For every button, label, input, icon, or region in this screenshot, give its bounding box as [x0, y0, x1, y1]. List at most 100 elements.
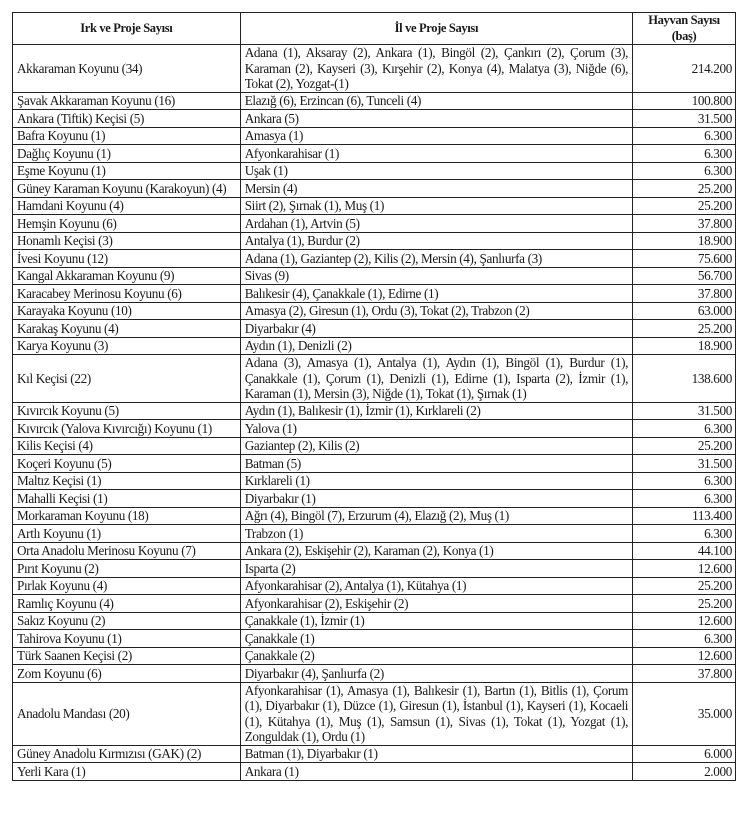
- table-row: Yerli Kara (1) Ankara (1) 2.000: [12, 762, 736, 781]
- animal-count-cell: 31.500: [632, 109, 736, 128]
- breed-cell: Hemşin Koyunu (6): [12, 214, 241, 233]
- header-province: İl ve Proje Sayısı: [239, 12, 634, 45]
- table-row: Pırlak Koyunu (4) Afyonkarahisar (2), Ant…: [12, 576, 736, 595]
- breed-cell: Karya Koyunu (3): [12, 336, 241, 355]
- animal-count-cell: 18.900: [632, 336, 736, 355]
- table-row: Zom Koyunu (6) Diyarbakır (4), Şanlıurfa …: [12, 664, 736, 683]
- animal-count-cell: 56.700: [632, 266, 736, 285]
- province-cell: Ankara (5): [239, 109, 634, 128]
- animal-count-cell: 6.300: [632, 419, 736, 438]
- province-cell: Afyonkarahisar (2), Eskişehir (2): [239, 594, 634, 613]
- table-row: Ankara (Tiftik) Keçisi (5) Ankara (5) 31.5…: [12, 109, 736, 128]
- breed-cell: Kıvırcık (Yalova Kıvırcığı) Koyunu (1): [12, 419, 241, 438]
- breed-cell: Şavak Akkaraman Koyunu (16): [12, 91, 241, 110]
- animal-count-cell: 100.800: [632, 91, 736, 110]
- animal-count-cell: 6.000: [632, 744, 736, 763]
- table-row: Orta Anadolu Merinosu Koyunu (7) Ankara (…: [12, 541, 736, 560]
- table-row: Türk Saanen Keçisi (2) Çanakkale (2) 12.60…: [12, 646, 736, 665]
- animal-count-cell: 6.300: [632, 126, 736, 145]
- table-row: Maltız Keçisi (1) Kırklareli (1) 6.300: [12, 471, 736, 490]
- animal-count-cell: 25.200: [632, 196, 736, 215]
- province-cell: Sivas (9): [239, 266, 634, 285]
- province-cell: Adana (3), Amasya (1), Antalya (1), Aydı…: [239, 354, 634, 403]
- table-row: Hamdani Koyunu (4) Siirt (2), Şırnak (1),…: [12, 196, 736, 215]
- animal-count-cell: 12.600: [632, 559, 736, 578]
- province-cell: Amasya (1): [239, 126, 634, 145]
- animal-count-cell: 6.300: [632, 161, 736, 180]
- header-breed: Irk ve Proje Sayısı: [12, 12, 241, 45]
- province-cell: Afyonkarahisar (1): [239, 144, 634, 163]
- breed-cell: Ankara (Tiftik) Keçisi (5): [12, 109, 241, 128]
- animal-count-cell: 25.200: [632, 594, 736, 613]
- breed-cell: Ramlıç Koyunu (4): [12, 594, 241, 613]
- province-cell: Adana (1), Gaziantep (2), Kilis (2), Mer…: [239, 249, 634, 268]
- breed-cell: Bafra Koyunu (1): [12, 126, 241, 145]
- animal-count-cell: 35.000: [632, 681, 736, 746]
- animal-count-cell: 214.200: [632, 44, 736, 93]
- table-row: Güney Karaman Koyunu (Karakoyun) (4) Mers…: [12, 179, 736, 198]
- breed-cell: Koçeri Koyunu (5): [12, 454, 241, 473]
- breed-cell: Maltız Keçisi (1): [12, 471, 241, 490]
- animal-count-cell: 63.000: [632, 301, 736, 320]
- animal-count-cell: 2.000: [632, 762, 736, 781]
- animal-count-cell: 37.800: [632, 284, 736, 303]
- animal-count-cell: 113.400: [632, 506, 736, 525]
- province-cell: Ankara (2), Eskişehir (2), Karaman (2), …: [239, 541, 634, 560]
- province-cell: Afyonkarahisar (1), Amasya (1), Balıkesi…: [239, 681, 634, 746]
- table-row: Güney Anadolu Kırmızısı (GAK) (2) Batman …: [12, 744, 736, 763]
- livestock-projects-table: Irk ve Proje Sayısı İl ve Proje Sayısı H…: [12, 12, 736, 781]
- breed-cell: Pırlak Koyunu (4): [12, 576, 241, 595]
- animal-count-cell: 31.500: [632, 401, 736, 420]
- table-row: Karakaş Koyunu (4) Diyarbakır (4) 25.200: [12, 319, 736, 338]
- breed-cell: Kangal Akkaraman Koyunu (9): [12, 266, 241, 285]
- table-row: Bafra Koyunu (1) Amasya (1) 6.300: [12, 126, 736, 145]
- animal-count-cell: 6.300: [632, 471, 736, 490]
- animal-count-cell: 44.100: [632, 541, 736, 560]
- animal-count-cell: 25.200: [632, 436, 736, 455]
- province-cell: Amasya (2), Giresun (1), Ordu (3), Tokat…: [239, 301, 634, 320]
- province-cell: Yalova (1): [239, 419, 634, 438]
- table-row: Pırıt Koyunu (2) Isparta (2) 12.600: [12, 559, 736, 578]
- breed-cell: Anadolu Mandası (20): [12, 681, 241, 746]
- breed-cell: Karacabey Merinosu Koyunu (6): [12, 284, 241, 303]
- table-row: Akkaraman Koyunu (34) Adana (1), Aksaray …: [12, 44, 736, 93]
- province-cell: Batman (5): [239, 454, 634, 473]
- breed-cell: Akkaraman Koyunu (34): [12, 44, 241, 93]
- animal-count-cell: 37.800: [632, 664, 736, 683]
- table-row: Kıvırcık (Yalova Kıvırcığı) Koyunu (1) Ya…: [12, 419, 736, 438]
- table-row: Sakız Koyunu (2) Çanakkale (1), İzmir (1)…: [12, 611, 736, 630]
- animal-count-cell: 37.800: [632, 214, 736, 233]
- table-row: Kıvırcık Koyunu (5) Aydın (1), Balıkesir …: [12, 401, 736, 420]
- table-row: Artlı Koyunu (1) Trabzon (1) 6.300: [12, 524, 736, 543]
- animal-count-cell: 6.300: [632, 629, 736, 648]
- table-row: Tahirova Koyunu (1) Çanakkale (1) 6.300: [12, 629, 736, 648]
- province-cell: Aydın (1), Denizli (2): [239, 336, 634, 355]
- breed-cell: Kıvırcık Koyunu (5): [12, 401, 241, 420]
- table-row: Dağlıç Koyunu (1) Afyonkarahisar (1) 6.300: [12, 144, 736, 163]
- province-cell: Diyarbakır (4), Şanlıurfa (2): [239, 664, 634, 683]
- animal-count-cell: 25.200: [632, 576, 736, 595]
- province-cell: Ağrı (4), Bingöl (7), Erzurum (4), Elazı…: [239, 506, 634, 525]
- province-cell: Aydın (1), Balıkesir (1), İzmir (1), Kır…: [239, 401, 634, 420]
- province-cell: Ardahan (1), Artvin (5): [239, 214, 634, 233]
- animal-count-cell: 12.600: [632, 646, 736, 665]
- table-row: Kıl Keçisi (22) Adana (3), Amasya (1), An…: [12, 354, 736, 403]
- breed-cell: Honamlı Keçisi (3): [12, 231, 241, 250]
- animal-count-cell: 75.600: [632, 249, 736, 268]
- province-cell: Mersin (4): [239, 179, 634, 198]
- table-row: Mahalli Keçisi (1) Diyarbakır (1) 6.300: [12, 489, 736, 508]
- province-cell: Siirt (2), Şırnak (1), Muş (1): [239, 196, 634, 215]
- table-row: Kangal Akkaraman Koyunu (9) Sivas (9) 56.7…: [12, 266, 736, 285]
- table-row: Koçeri Koyunu (5) Batman (5) 31.500: [12, 454, 736, 473]
- animal-count-cell: 6.300: [632, 524, 736, 543]
- animal-count-cell: 25.200: [632, 179, 736, 198]
- breed-cell: Zom Koyunu (6): [12, 664, 241, 683]
- breed-cell: Dağlıç Koyunu (1): [12, 144, 241, 163]
- header-animal-count: Hayvan Sayısı (baş): [632, 12, 736, 45]
- breed-cell: Pırıt Koyunu (2): [12, 559, 241, 578]
- animal-count-cell: 31.500: [632, 454, 736, 473]
- breed-cell: Yerli Kara (1): [12, 762, 241, 781]
- breed-cell: Mahalli Keçisi (1): [12, 489, 241, 508]
- breed-cell: Eşme Koyunu (1): [12, 161, 241, 180]
- animal-count-cell: 138.600: [632, 354, 736, 403]
